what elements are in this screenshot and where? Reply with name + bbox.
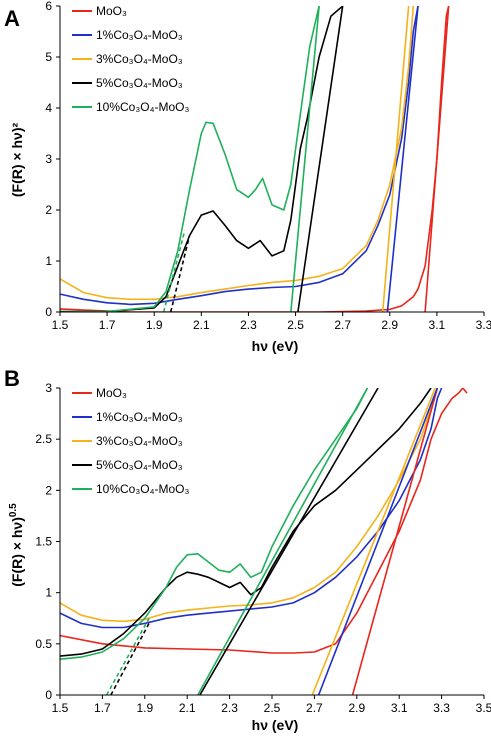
panel-b-series-line-0 — [60, 388, 468, 654]
panel-a-x-tick-label: 1.9 — [146, 318, 163, 332]
panel-a-fit-line-1 — [386, 6, 419, 312]
panel-a-fit-line-3 — [297, 6, 344, 312]
panel-b-y-axis-title-exponent: 0.5 — [8, 503, 19, 517]
panel-b-legend-label-1: 1%Co₃O₄-MoO₃ — [96, 410, 183, 424]
panel-b-fit-line-1 — [317, 388, 439, 695]
panel-b-legend: MoO₃ 1%Co₃O₄-MoO₃ 3%Co₃O₄-MoO₃ 5%Co₃O₄-MoO₃… — [72, 386, 189, 496]
panel-a-y-tick-label: 6 — [45, 0, 52, 13]
panel-b-fit-line-2 — [311, 388, 436, 695]
panel-a-series-line-3 — [60, 6, 344, 312]
panel-a-legend-label-4: 10%Co₃O₄-MoO₃ — [96, 100, 189, 114]
panel-b-x-tick-label: 2.7 — [306, 701, 323, 715]
panel-b-x-tick-label: 2.1 — [179, 701, 196, 715]
panel-b-y-tick-label: 1 — [45, 586, 52, 600]
panel-b: B 1.5 1.7 1.9 2.1 2.3 2.5 2.7 2.9 3.1 3.3 3.500.51… — [4, 366, 491, 733]
panel-a-y-axis-title: (F(R) × hν)² — [9, 123, 25, 198]
panel-b-y-tick-label: 3 — [45, 381, 52, 395]
panel-b-y-tick-label: 0 — [45, 688, 52, 702]
panel-a-x-tick-label: 1.5 — [52, 318, 69, 332]
panel-b-letter: B — [4, 366, 20, 391]
panel-b-y-tick-label: 0.5 — [35, 637, 52, 651]
panel-a-fit-line-2 — [381, 6, 410, 312]
panel-a-axes: 1.5 1.7 1.9 2.1 2.3 2.5 2.7 2.9 3.1 3.3 0 1 2 3 4 5 6 — [45, 0, 491, 332]
panel-a-x-tick-label: 2.7 — [334, 318, 351, 332]
panel-a-fit-line-5 — [169, 235, 191, 312]
panel-a-y-tick-label: 3 — [45, 152, 52, 166]
panel-b-fit-lines — [105, 388, 439, 695]
panel-a-x-tick-label: 3.3 — [476, 318, 491, 332]
panel-b-x-axis-title: hν (eV) — [252, 717, 299, 733]
panel-b-legend-label-4: 10%Co₃O₄-MoO₃ — [96, 482, 189, 496]
panel-b-fit-line-3 — [199, 388, 379, 695]
panel-a-y-tick-label: 2 — [45, 203, 52, 217]
panel-b-y-tick-label: 2.5 — [35, 432, 52, 446]
panel-b-fit-line-4 — [197, 388, 369, 695]
panel-a-series-line-2 — [60, 6, 415, 301]
panel-a-x-tick-label: 3.1 — [429, 318, 446, 332]
panel-b-y-tick-label: 1.5 — [35, 535, 52, 549]
panel-b-legend-label-3: 5%Co₃O₄-MoO₃ — [96, 458, 183, 472]
panel-b-series-line-3 — [60, 388, 432, 657]
panel-a-x-tick-label: 1.7 — [99, 318, 116, 332]
panel-a: A 1.5 1.7 1.9 2.1 2.3 2.5 2.7 2.9 3.1 3.30123456 … — [4, 0, 491, 354]
panel-b-x-tick-label: 3.3 — [433, 701, 450, 715]
panel-b-x-tick-label: 2.9 — [348, 701, 365, 715]
panel-a-legend-label-0: MoO₃ — [96, 4, 127, 18]
panel-b-x-tick-label: 1.5 — [52, 701, 69, 715]
panel-b-fit-line-0 — [351, 388, 439, 695]
panel-b-curves — [60, 388, 468, 660]
panel-b-x-tick-label: 1.9 — [136, 701, 153, 715]
panel-a-legend-label-3: 5%Co₃O₄-MoO₃ — [96, 76, 183, 90]
panel-a-x-tick-label: 2.3 — [240, 318, 257, 332]
panel-a-letter: A — [4, 6, 20, 31]
panel-b-x-tick-label: 1.7 — [94, 701, 111, 715]
panel-b-x-tick-label: 2.3 — [221, 701, 238, 715]
panel-b-legend-label-2: 3%Co₃O₄-MoO₃ — [96, 434, 183, 448]
panel-b-fit-line-6 — [105, 617, 150, 695]
panel-a-series-line-4 — [60, 6, 320, 312]
panel-b-y-axis-title-base: (F(R) × hν) — [9, 517, 25, 587]
panel-a-legend-label-1: 1%Co₃O₄-MoO₃ — [96, 28, 183, 42]
panel-a-fit-line-6 — [162, 230, 186, 312]
panel-a-legend: MoO₃ 1%Co₃O₄-MoO₃ 3%Co₃O₄-MoO₃ 5%Co₃O₄-MoO₃… — [72, 4, 189, 114]
panel-a-y-tick-label: 1 — [45, 254, 52, 268]
panel-b-x-tick-label: 3.5 — [476, 701, 491, 715]
panel-b-fit-line-5 — [110, 622, 150, 695]
panel-a-x-tick-label: 2.9 — [381, 318, 398, 332]
panel-b-series-line-4 — [60, 388, 369, 660]
panel-b-axes: 1.5 1.7 1.9 2.1 2.3 2.5 2.7 2.9 3.1 3.3 3.5 0 0.5 1 1.… — [35, 381, 491, 715]
panel-a-series-line-1 — [60, 6, 419, 306]
panel-a-fit-lines — [162, 6, 450, 312]
panel-a-y-tick-label: 0 — [45, 305, 52, 319]
panel-a-x-axis-title: hν (eV) — [252, 338, 299, 354]
panel-b-y-tick-label: 2 — [45, 483, 52, 497]
panel-a-legend-label-2: 3%Co₃O₄-MoO₃ — [96, 52, 183, 66]
panel-b-x-tick-label: 2.5 — [264, 701, 281, 715]
panel-a-fit-line-0 — [424, 6, 450, 312]
panel-a-y-tick-label: 4 — [45, 101, 52, 115]
panel-b-y-axis-title: (F(R) × hν)0.5 — [8, 503, 25, 587]
panel-a-x-tick-label: 2.1 — [193, 318, 210, 332]
panel-a-x-tick-label: 2.5 — [287, 318, 304, 332]
panel-b-x-tick-label: 3.1 — [391, 701, 408, 715]
panel-b-legend-label-0: MoO₃ — [96, 386, 127, 400]
panel-a-y-tick-label: 5 — [45, 50, 52, 64]
panel-a-fit-line-4 — [290, 6, 320, 312]
